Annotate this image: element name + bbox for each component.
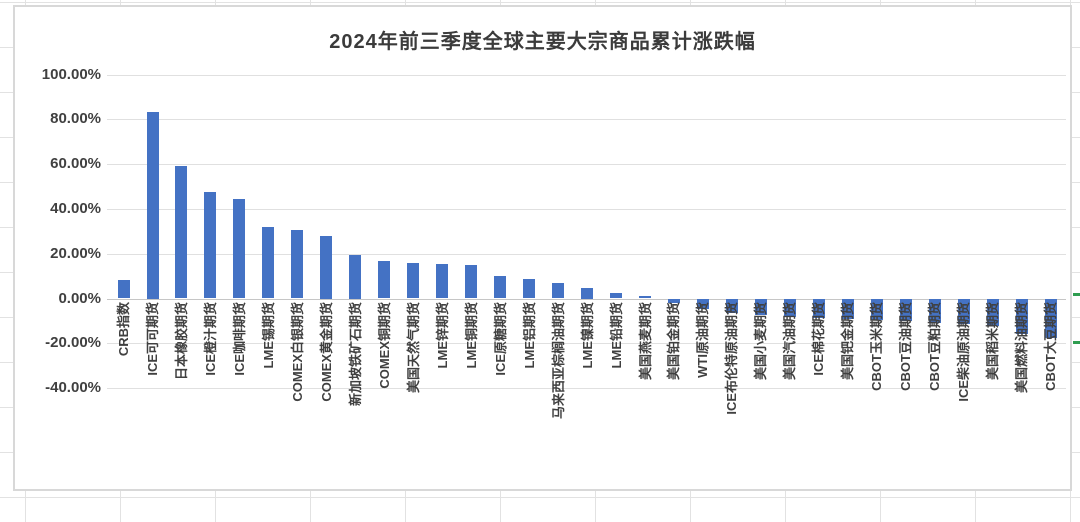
bar xyxy=(870,298,883,320)
x-axis-label: 美国钯金期货 xyxy=(840,302,856,381)
bar xyxy=(465,264,478,299)
bar xyxy=(552,282,564,299)
bar xyxy=(204,192,217,299)
x-axis-label: 美国燃料油期货 xyxy=(1014,302,1030,394)
bar xyxy=(175,165,188,299)
x-axis-label: LME铜期货 xyxy=(463,302,479,369)
x-axis-label: COMEX黄金期货 xyxy=(318,302,334,402)
selection-mark-top xyxy=(1073,293,1080,296)
x-axis-line xyxy=(107,298,1066,300)
x-axis-label: 美国燕麦期货 xyxy=(637,302,653,381)
selection-mark-bottom xyxy=(1073,341,1080,344)
y-axis-label: 100.00% xyxy=(41,65,101,83)
bar xyxy=(320,236,333,299)
x-axis-label: 美国稻米期货 xyxy=(985,302,1001,381)
x-axis-label: ICE柴油原油期货 xyxy=(956,302,972,402)
bar xyxy=(262,226,275,299)
bar xyxy=(436,264,449,299)
bar xyxy=(639,295,651,299)
gridline xyxy=(107,74,1066,76)
x-axis-label: CBOT豆粕期货 xyxy=(927,302,943,391)
x-axis-label: CBOT大豆期货 xyxy=(1043,302,1058,391)
x-axis-label: 日本橡胶期货 xyxy=(173,302,189,381)
bar xyxy=(725,298,738,313)
x-axis-label: ICE橙汁期货 xyxy=(202,302,218,376)
y-axis-label: 60.00% xyxy=(50,155,101,173)
bar xyxy=(494,275,507,299)
y-axis-label: -20.00% xyxy=(45,334,101,352)
gridline xyxy=(107,119,1066,121)
x-axis-label: 美国天然气期货 xyxy=(405,302,421,394)
x-axis-label: 美国小麦期货 xyxy=(753,302,769,381)
bar xyxy=(407,263,420,299)
bar xyxy=(610,293,622,299)
bar xyxy=(523,278,536,299)
bar xyxy=(349,255,362,299)
x-axis-label: ICE原糖期货 xyxy=(492,302,508,376)
bar xyxy=(378,260,391,299)
plot-area: 100.00% 80.00% 60.00% 40.00% 20.00% 0.00% -20.… xyxy=(15,7,1070,489)
y-axis-label: -40.00% xyxy=(45,379,101,397)
bar xyxy=(783,298,796,317)
bar xyxy=(812,298,825,318)
x-axis-label: LME铝期货 xyxy=(521,302,537,369)
x-axis-label: LME锌期货 xyxy=(434,302,450,369)
bar xyxy=(1015,298,1028,335)
x-axis-label: ICE布伦特原油期货 xyxy=(724,302,740,415)
bar xyxy=(291,230,304,299)
x-axis-label: 美国铂金期货 xyxy=(666,302,682,381)
bar xyxy=(841,298,854,319)
x-axis-label: CBOT玉米期货 xyxy=(869,302,885,391)
bar xyxy=(581,288,593,299)
gridline xyxy=(107,208,1066,210)
x-axis-label: 美国汽油期货 xyxy=(782,302,798,381)
bar xyxy=(1044,298,1057,338)
x-axis-label: LME锡期货 xyxy=(260,302,276,369)
y-axis-label: 20.00% xyxy=(50,244,101,262)
bar xyxy=(928,298,941,323)
chart-area[interactable]: 2024年前三季度全球主要大宗商品累计涨跌幅 100.00% 80.00% 60.0… xyxy=(13,5,1072,491)
x-axis-label: COMEX铜期货 xyxy=(376,302,392,389)
gridline xyxy=(107,253,1066,255)
x-axis-label: LME铅期货 xyxy=(608,302,624,369)
y-axis-label: 40.00% xyxy=(50,199,101,217)
bar xyxy=(233,198,246,299)
bar xyxy=(146,111,159,299)
chart-title: 2024年前三季度全球主要大宗商品累计涨跌幅 xyxy=(329,31,756,53)
y-axis-label: 0.00% xyxy=(58,289,101,307)
bar xyxy=(754,298,767,316)
x-axis-label: COMEX白银期货 xyxy=(289,302,305,402)
bar xyxy=(957,298,970,325)
bar xyxy=(696,298,709,309)
bar xyxy=(117,280,130,299)
x-axis-label: LME镍期货 xyxy=(579,302,595,369)
gridline xyxy=(107,388,1066,390)
gridline xyxy=(107,164,1066,166)
bar xyxy=(899,298,912,322)
gridline xyxy=(107,343,1066,345)
x-axis-label: ICE棉花期货 xyxy=(811,302,827,376)
bar xyxy=(667,298,680,303)
x-axis-label: WTI原油期货 xyxy=(695,302,711,378)
x-axis-label: ICE咖啡期货 xyxy=(231,302,247,376)
x-axis-label: CBOT豆油期货 xyxy=(898,302,914,391)
y-axis-label: 80.00% xyxy=(50,110,101,128)
x-axis-label: 新加坡铁矿石期货 xyxy=(347,302,363,407)
x-axis-label: ICE可可期货 xyxy=(145,302,160,376)
x-axis-label: CRB指数 xyxy=(116,302,131,357)
bar xyxy=(986,298,999,326)
x-axis-label: 马来西亚棕榈油期货 xyxy=(550,302,566,420)
